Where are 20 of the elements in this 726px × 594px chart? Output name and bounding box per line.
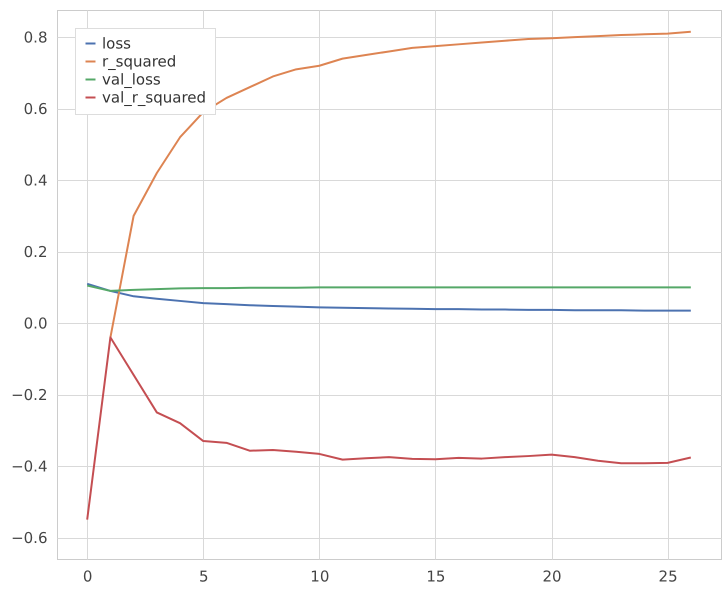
legend-label: r_squared (102, 52, 176, 70)
y-tick-label: −0.4 (11, 458, 48, 476)
x-tick-label: 20 (542, 568, 562, 586)
x-tick-label: 15 (426, 568, 446, 586)
line-series (86, 282, 692, 312)
legend-label: val_r_squared (102, 88, 206, 106)
legend-label: val_loss (102, 70, 161, 88)
x-tick-label: 25 (658, 568, 678, 586)
y-tick-label: −0.6 (11, 529, 48, 548)
x-tick-label: 0 (82, 568, 92, 586)
x-tick-label: 10 (310, 568, 330, 586)
y-tick-label: 0.4 (24, 172, 48, 190)
y-tick-label: −0.2 (11, 386, 48, 404)
y-tick-label: 0.2 (24, 243, 48, 262)
x-tick-label: 5 (198, 568, 209, 586)
y-tick-label: 0.8 (24, 28, 48, 47)
y-tick-label: 0.6 (24, 100, 48, 118)
y-tick-label: 0.0 (24, 314, 48, 333)
line-series (86, 336, 692, 521)
legend-label: loss (102, 34, 132, 52)
